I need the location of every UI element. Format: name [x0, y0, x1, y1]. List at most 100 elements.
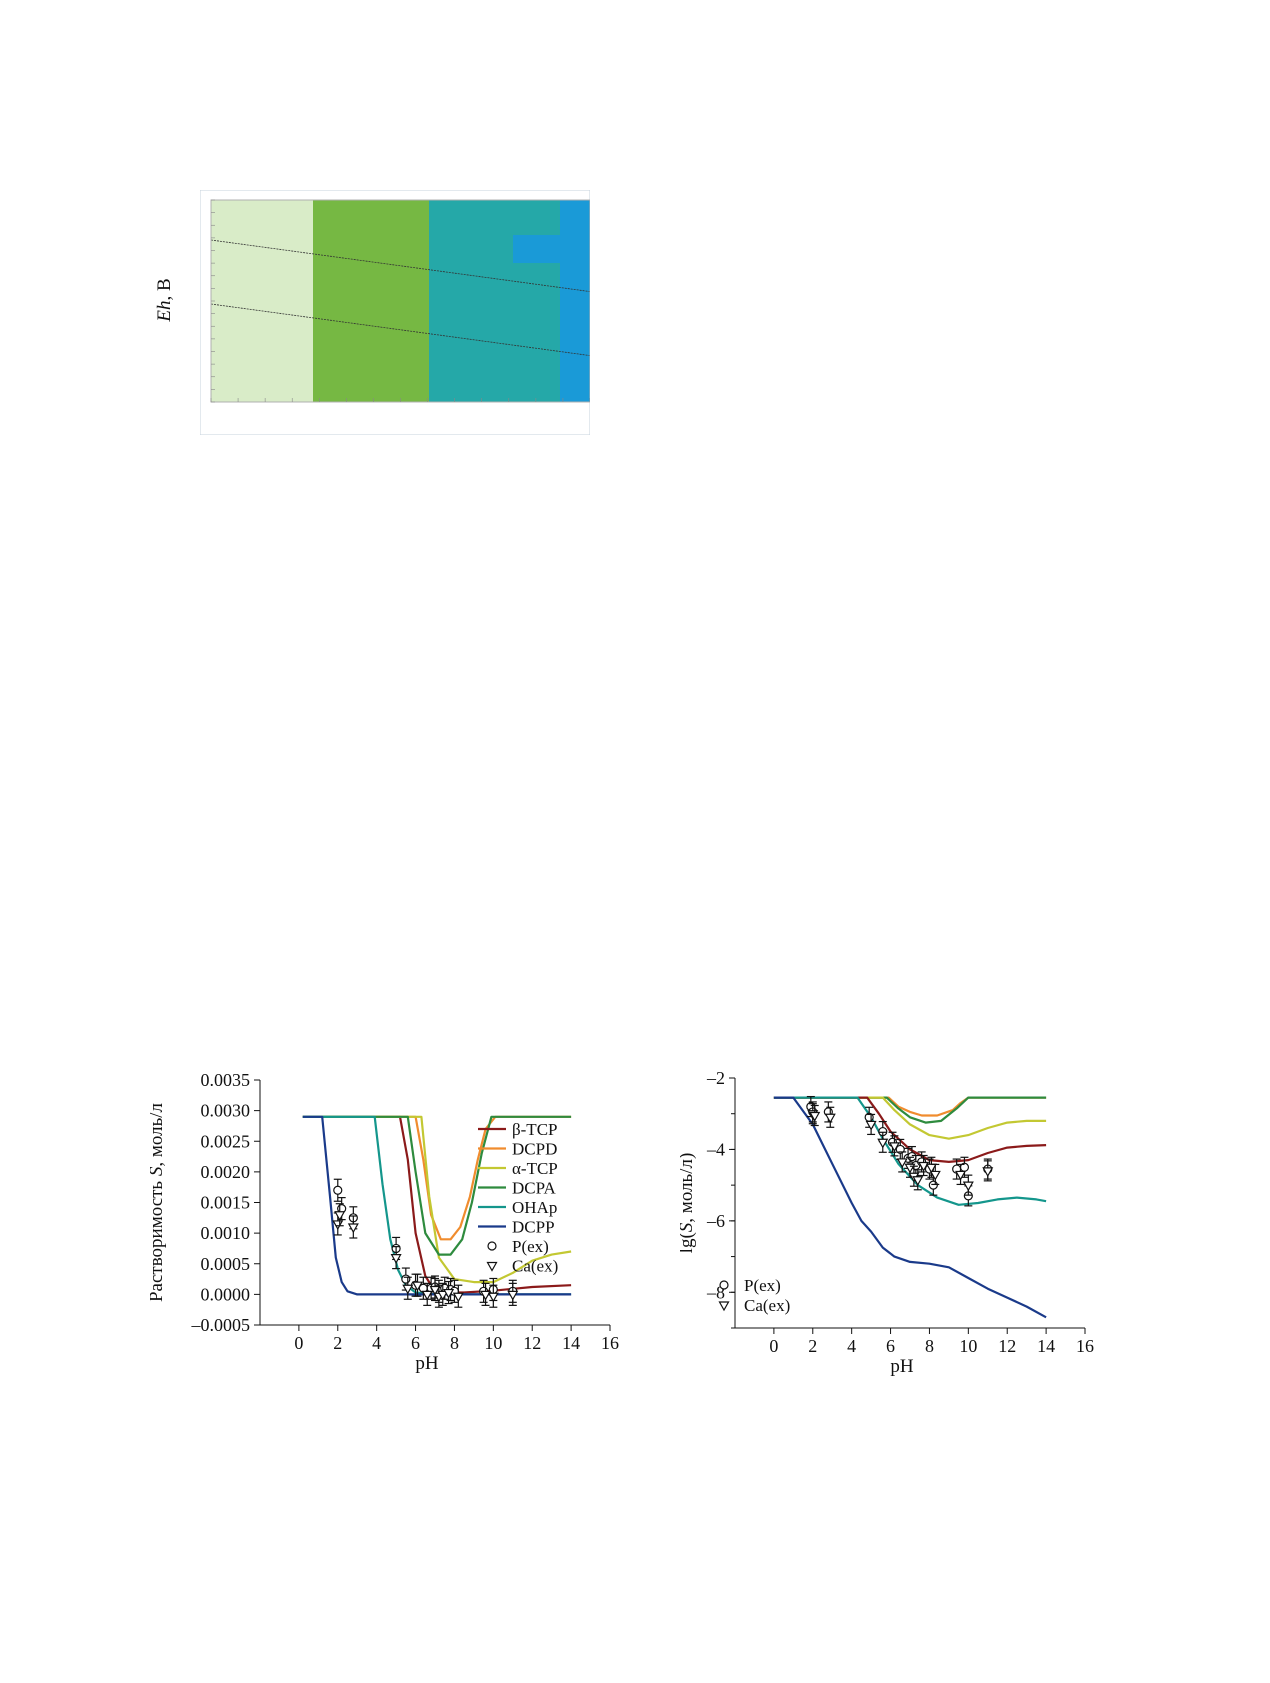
x-tick-label: 0	[769, 1336, 778, 1356]
data-point-ca-ex	[332, 1220, 344, 1231]
data-point-ca-ex	[443, 1288, 455, 1299]
chart-legend: P(ex)Ca(ex)	[718, 1276, 790, 1315]
eh-ticks	[210, 199, 591, 403]
y-tick-label: 0.0030	[201, 1101, 251, 1121]
data-point-ca-ex	[411, 1281, 424, 1292]
eh-axis-label: Eh, В	[150, 270, 180, 330]
data-point-p-ex	[333, 1185, 343, 1195]
eh-water-upper-line	[210, 239, 594, 293]
legend-label: DCPP	[512, 1218, 555, 1237]
x-tick-label: 16	[1076, 1336, 1094, 1356]
x-tick-label: 10	[959, 1336, 977, 1356]
data-point-ca-ex	[421, 1290, 433, 1301]
legend-marker-circle	[719, 1280, 729, 1290]
legend-label: OHAp	[512, 1198, 557, 1217]
data-point-ca-ex	[334, 1211, 346, 1221]
data-point-ca-ex	[865, 1120, 877, 1131]
series-line-tcp	[302, 1115, 572, 1284]
solubility-chart-svg: 0 2 4 6 8 10 12 14 16 0.0035 0.0030 0.0025 0.0020 0.0…	[146, 1070, 619, 1374]
data-point-ca-ex	[480, 1290, 492, 1301]
legend-label: Ca(ex)	[744, 1296, 790, 1315]
x-tick-label: 12	[998, 1336, 1016, 1356]
x-tick-label: 6	[411, 1333, 420, 1353]
y-tick-label: –0.0005	[191, 1315, 251, 1335]
x-tick-label: 2	[333, 1333, 342, 1353]
data-point-ca-ex	[402, 1284, 414, 1295]
data-point-ca-ex	[896, 1158, 908, 1169]
legend-label: DCPA	[512, 1179, 557, 1198]
x-tick-label: 4	[847, 1336, 856, 1356]
y-tick-label: –6	[706, 1211, 725, 1231]
x-tick-label: 10	[484, 1333, 502, 1353]
data-point-ca-ex	[809, 1111, 821, 1122]
legend-label: β-TCP	[512, 1120, 558, 1139]
series-line-dcpp	[302, 1115, 572, 1296]
data-point-ca-ex	[437, 1290, 449, 1301]
y-axis-label: lg(S, моль/л)	[680, 1153, 697, 1254]
x-tick-label: 6	[886, 1336, 895, 1356]
series-line-dcpp	[773, 1096, 1047, 1319]
y-axis-label: Растворимость S, моль/л	[150, 1102, 167, 1302]
y-tick-label: 0.0000	[201, 1284, 251, 1304]
data-point-ca-ex	[452, 1292, 464, 1303]
eh-region-2	[313, 200, 429, 402]
data-point-ca-ex	[507, 1290, 519, 1301]
y-tick-label: 0.0015	[201, 1193, 251, 1213]
eh-label-unit: , В	[154, 278, 175, 301]
eh-region-4-notch	[513, 235, 560, 263]
x-tick-label: 14	[1037, 1336, 1055, 1356]
solubility-chart: 0 2 4 6 8 10 12 14 16 0.0035 0.0030 0.0025 0.0020 0.0…	[146, 1070, 660, 1410]
eh-region-1	[211, 200, 313, 402]
data-point-p-ex	[907, 1151, 917, 1162]
eh-region-3	[429, 200, 560, 402]
y-tick-label: 0.0005	[201, 1254, 251, 1274]
x-tick-label: 16	[601, 1333, 619, 1353]
data-point-ca-ex	[824, 1113, 836, 1124]
x-tick-label: 4	[372, 1333, 381, 1353]
legend-label: P(ex)	[744, 1276, 781, 1295]
y-tick-label: 0.0020	[201, 1162, 251, 1182]
x-axis-label: pH	[415, 1353, 439, 1374]
x-tick-label: 8	[925, 1336, 934, 1356]
y-tick-label: 0.0035	[201, 1070, 251, 1090]
legend-label: α-TCP	[512, 1159, 558, 1178]
data-point-ca-ex	[877, 1138, 889, 1149]
y-tick-label: 0.0010	[201, 1223, 251, 1243]
data-point-ca-ex	[962, 1181, 974, 1192]
legend-label: P(ex)	[512, 1237, 549, 1256]
x-tick-label: 14	[562, 1333, 580, 1353]
data-point-ca-ex	[912, 1176, 924, 1187]
series-line-dcpa	[302, 1115, 572, 1256]
x-tick-label: 0	[294, 1333, 303, 1353]
data-point-ca-ex	[487, 1292, 499, 1303]
data-point-ca-ex	[390, 1254, 402, 1264]
y-tick-label: 0.0025	[201, 1131, 251, 1151]
data-point-ca-ex	[888, 1142, 900, 1153]
data-point-p-ex	[928, 1180, 938, 1190]
eh-diagram-svg	[199, 189, 594, 436]
data-point-ca-ex	[347, 1223, 359, 1234]
data-point-ca-ex	[982, 1167, 994, 1178]
data-point-ca-ex	[955, 1170, 967, 1181]
x-tick-label: 12	[523, 1333, 541, 1353]
eh-water-lower-line	[210, 303, 594, 357]
series-line-dcpa	[773, 1096, 1047, 1124]
x-tick-label: 8	[450, 1333, 459, 1353]
eh-region-4	[560, 200, 593, 402]
eh-ph-diagram	[199, 189, 594, 436]
series-line-dcpd	[302, 1115, 572, 1241]
x-tick-label: 2	[808, 1336, 817, 1356]
legend-label: Ca(ex)	[512, 1257, 558, 1276]
y-tick-label: –2	[706, 1070, 725, 1088]
data-point-ca-ex	[929, 1170, 941, 1181]
series-line-tcp	[773, 1096, 1047, 1163]
legend-label: DCPD	[512, 1140, 557, 1159]
x-axis-label: pH	[890, 1356, 914, 1377]
series-line-tcp	[773, 1096, 1047, 1140]
legend-marker-triangle	[718, 1301, 730, 1312]
y-tick-label: –4	[706, 1139, 725, 1159]
data-point-ca-ex	[918, 1161, 930, 1172]
